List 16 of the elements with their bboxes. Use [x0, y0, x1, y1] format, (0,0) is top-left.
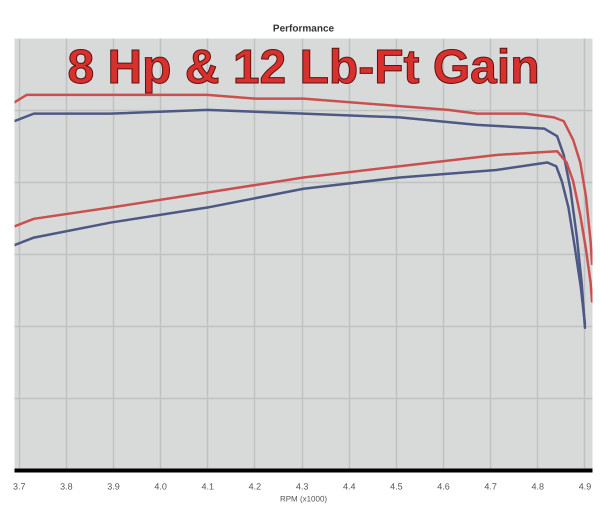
x-tick-label: 4.2 [248, 482, 262, 492]
x-tick-label: 3.7 [12, 482, 26, 492]
x-tick-label: 4.1 [202, 482, 214, 492]
x-tick-label: 4.4 [342, 482, 356, 492]
x-tick-label: 4.8 [532, 482, 544, 492]
x-tick-label: 4.0 [154, 482, 167, 492]
chart-title: 8 Hp & 12 Lb-Ft Gain [67, 41, 540, 94]
x-tick-label: 4.5 [390, 482, 403, 492]
x-tick-label: 4.6 [437, 482, 450, 492]
x-axis-title: RPM (x1000) [280, 494, 328, 504]
x-tick-label: 4.3 [296, 482, 308, 492]
x-tick-label: 3.9 [107, 482, 120, 492]
x-tick-label: 4.9 [578, 482, 592, 492]
chart-subtitle: Performance [272, 24, 335, 34]
x-tick-label: 4.7 [484, 482, 497, 492]
x-tick-label: 3.8 [60, 482, 73, 492]
